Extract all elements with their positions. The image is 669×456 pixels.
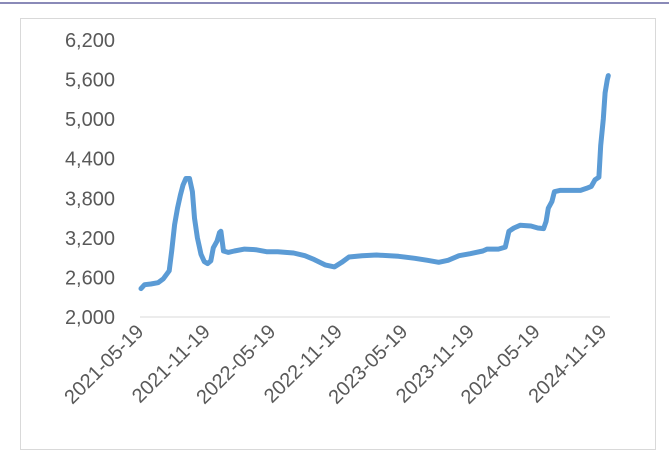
- y-tick-label: 4,400: [65, 149, 115, 171]
- x-axis: 2021-05-192021-11-192022-05-192022-11-19…: [60, 316, 611, 409]
- y-tick-label: 5,600: [65, 70, 115, 92]
- plot-area: [138, 73, 611, 292]
- y-tick-label: 6,200: [65, 30, 115, 52]
- y-axis: 6,200 5,600 5,000 4,400 3,800 3,200 2,600 2,000: [65, 30, 115, 329]
- y-tick-label: 2,000: [65, 307, 115, 329]
- y-tick-label: 3,200: [65, 228, 115, 250]
- series-line: [138, 73, 611, 292]
- chart-border: [20, 18, 656, 450]
- y-tick-label: 5,000: [65, 109, 115, 131]
- y-tick-label: 3,800: [65, 188, 115, 210]
- y-tick-label: 2,600: [65, 267, 115, 289]
- top-rule: [0, 2, 669, 4]
